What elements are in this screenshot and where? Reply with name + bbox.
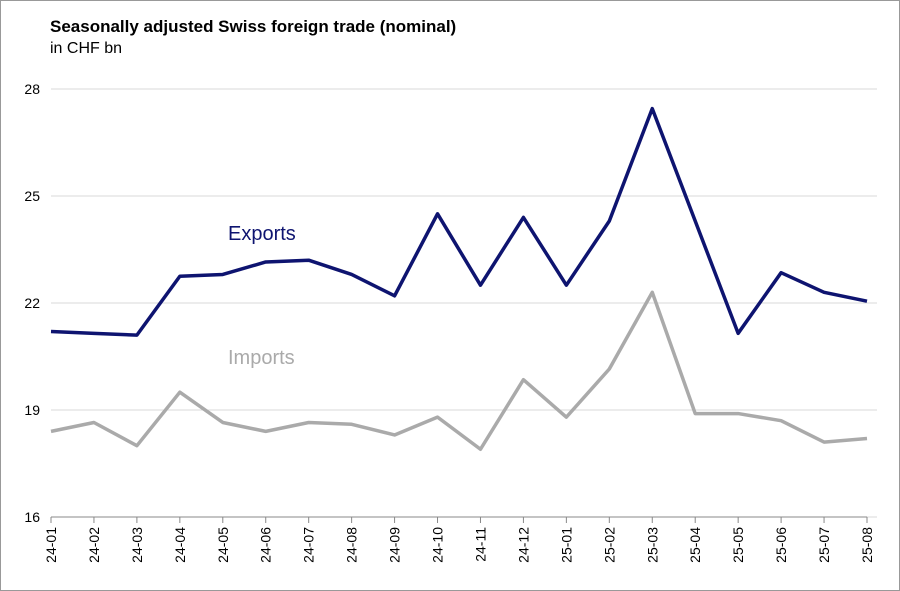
x-tick-label: 25-08: [859, 527, 875, 563]
x-tick-label: 25-01: [558, 527, 574, 563]
x-tick-label: 24-06: [258, 527, 274, 563]
y-tick-label: 19: [24, 402, 40, 418]
series-label: Exports: [228, 223, 296, 245]
x-tick-label: 25-05: [730, 527, 746, 563]
x-tick-label: 24-04: [172, 527, 188, 563]
x-tick-label: 24-09: [387, 527, 403, 563]
series-label: Imports: [228, 347, 295, 369]
x-tick-label: 25-02: [601, 527, 617, 563]
x-tick-label: 24-07: [301, 527, 317, 563]
x-tick-label: 24-05: [215, 527, 231, 563]
y-tick-label: 28: [24, 81, 40, 97]
x-tick-label: 24-02: [86, 527, 102, 563]
chart-title: Seasonally adjusted Swiss foreign trade …: [50, 17, 456, 36]
chart-subtitle: in CHF bn: [50, 40, 122, 57]
x-tick-label: 24-01: [43, 527, 59, 563]
series-line: [50, 106, 868, 337]
x-tick-label: 24-03: [129, 527, 145, 563]
x-tick-label: 25-03: [644, 527, 660, 563]
x-tick-label: 25-07: [816, 527, 832, 563]
series-line: [50, 290, 868, 451]
y-tick-label: 25: [24, 188, 40, 204]
x-tick-label: 24-11: [472, 527, 488, 562]
x-tick-label: 24-08: [344, 527, 360, 563]
y-tick-label: 16: [24, 509, 40, 525]
y-tick-label: 22: [24, 295, 40, 311]
x-tick-label: 24-12: [515, 527, 531, 563]
x-tick-label: 25-06: [773, 527, 789, 563]
x-tick-label: 24-10: [430, 527, 446, 563]
x-tick-label: 25-04: [687, 527, 703, 563]
